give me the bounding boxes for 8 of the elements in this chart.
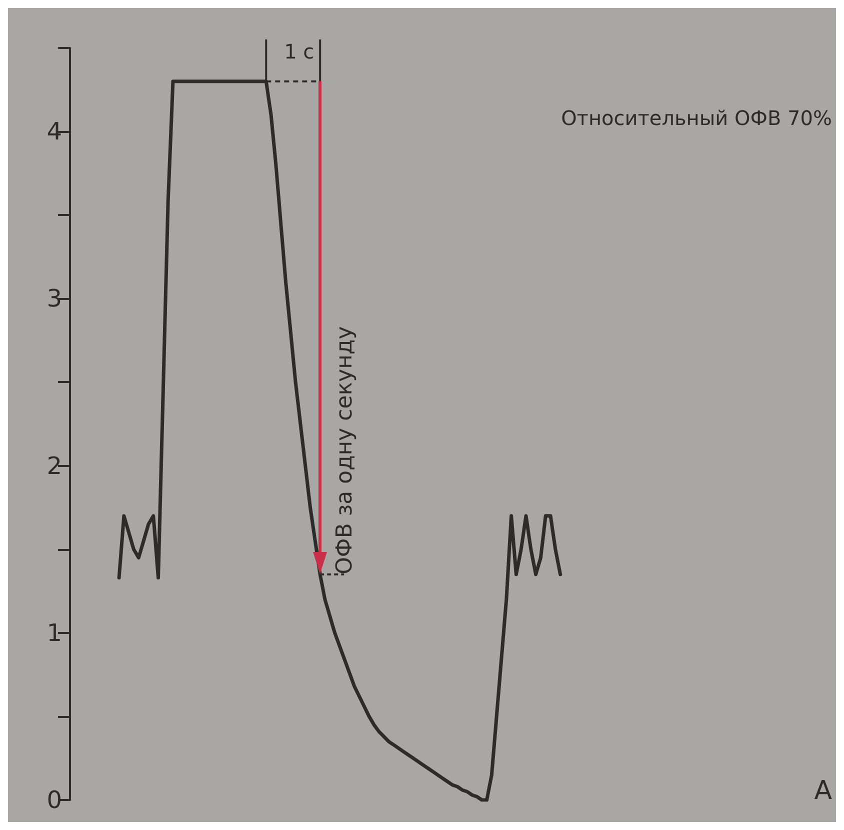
y-tick-label: 2 [46, 452, 62, 480]
annotation: 1 с [284, 39, 314, 64]
y-tick-label: 1 [46, 618, 62, 647]
annotation: ОФВ за одну секунду [332, 326, 358, 574]
annotation: Относительный ОФВ 70% [561, 106, 832, 130]
y-tick-label: 3 [46, 284, 62, 313]
annotation: А [814, 776, 832, 806]
y-tick-label: 4 [46, 118, 62, 146]
